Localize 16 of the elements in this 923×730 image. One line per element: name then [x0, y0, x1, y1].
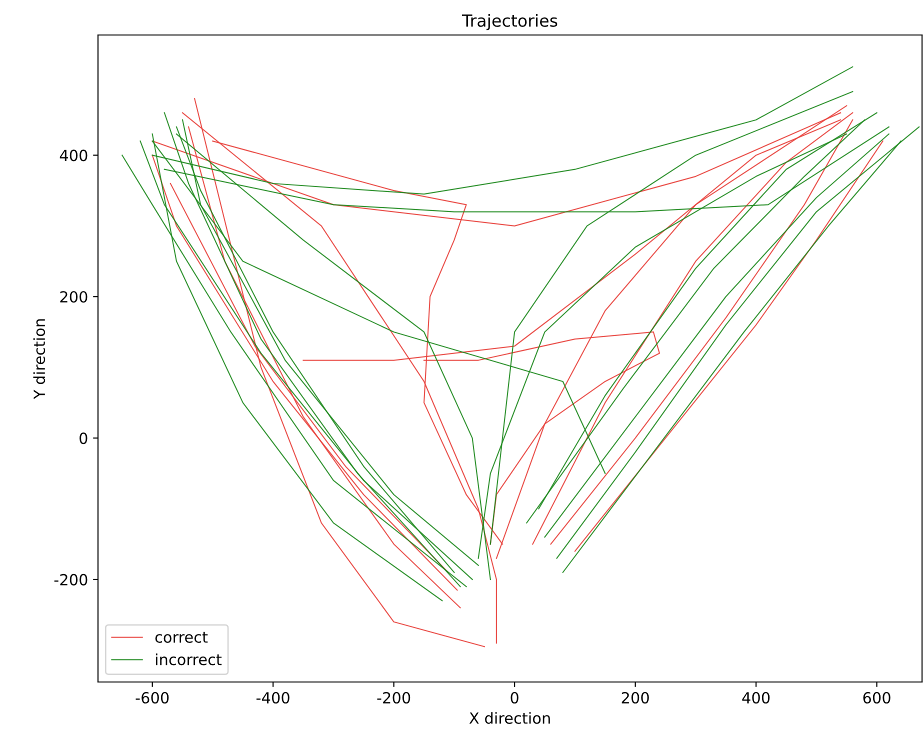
x-tick-label: 600 [863, 692, 890, 704]
y-tick-label: -200 [54, 574, 88, 586]
y-tick-label: 0 [80, 432, 88, 444]
x-tick-label: 200 [622, 692, 649, 704]
x-axis-title: X direction [469, 712, 550, 724]
y-tick-label: 400 [60, 150, 88, 162]
x-tick-label: -400 [256, 692, 290, 704]
x-tick-label: 400 [742, 692, 770, 704]
y-tick-label: 200 [60, 291, 88, 303]
y-axis-title: Y direction [33, 319, 46, 400]
legend-label: correct [155, 632, 208, 643]
x-tick-label: 0 [510, 692, 518, 704]
legend-label: incorrect [156, 653, 222, 666]
x-tick-label: -200 [377, 692, 410, 704]
chart-title: Trajectories [462, 14, 558, 30]
x-tick-label: -600 [136, 692, 169, 704]
